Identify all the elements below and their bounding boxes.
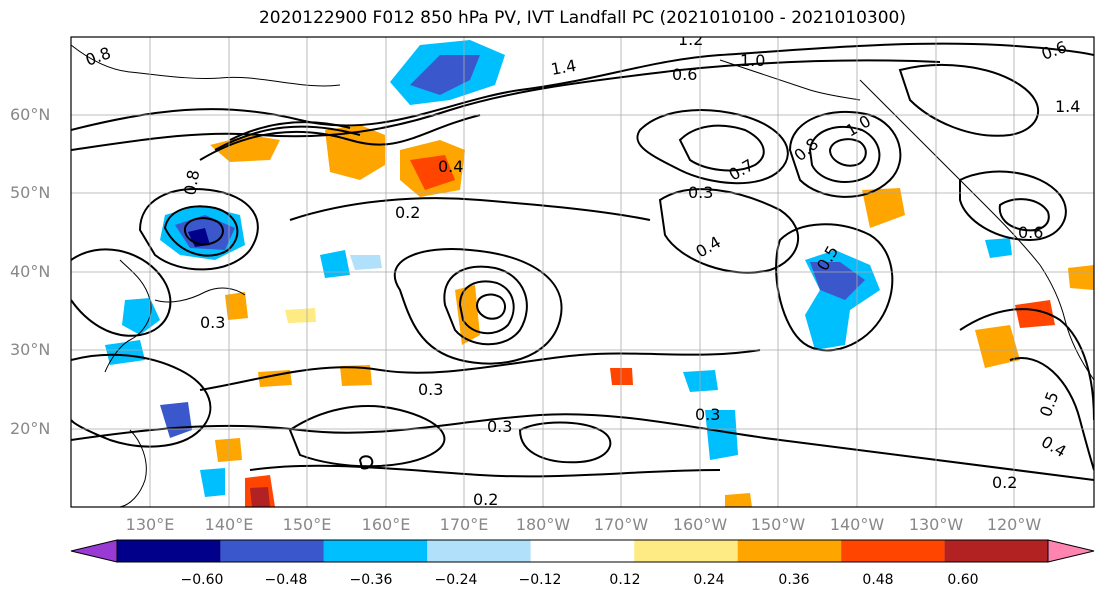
colorbar-segment [117,540,221,562]
lon-label-140w: 140°W [829,515,885,534]
lon-label-130e: 130°E [125,515,175,534]
graticule [71,37,1094,507]
colorbar-tick: −0.60 [180,572,224,588]
lon-label-120w: 120°W [986,515,1042,534]
contour-label: 0.5 [1036,389,1063,419]
colorbar-segment [427,540,531,562]
contour-label: 0.7 [726,155,758,184]
lon-label-150e: 150°E [282,515,332,534]
contour-label: 0.2 [395,203,420,222]
colorbar-segment [737,540,842,562]
lat-label-50n: 50°N [10,183,51,202]
map-panel: 0.8 1.2 1.4 1.0 0.6 0.7 0.4 0.8 1.0 0.2 … [71,30,1094,509]
contour-label: 0.2 [473,490,498,509]
colorbar-tick: 0.48 [862,572,894,588]
colorbar [70,539,1095,563]
contour-label: 0.2 [992,473,1017,492]
colorbar-tick: −0.48 [264,572,308,588]
colorbar-tick: 0.60 [947,572,979,588]
contour-label: 1.2 [678,30,703,49]
colorbar-segment [220,540,324,562]
lon-label-140e: 140°E [204,515,254,534]
colorbar-tick: 0.24 [693,572,725,588]
lon-label-160w: 160°W [672,515,728,534]
lat-label-20n: 20°N [10,419,51,438]
contour-label: 0.6 [1018,223,1043,242]
contour-label: 0.6 [672,65,697,84]
map-title: 2020122900 F012 850 hPa PV, IVT Landfall… [258,8,906,28]
colorbar-segment [841,540,945,562]
contour-label: 0.8 [790,134,822,165]
coastlines [71,44,1094,507]
contour-label: 0.4 [438,157,463,176]
contour-label: 0.3 [487,417,512,436]
contour-label: 0.3 [418,380,443,399]
lon-label-130w: 130°W [908,515,964,534]
contour-label: 0.6 [1039,37,1069,64]
colorbar-tick: −0.36 [349,572,393,588]
lon-label-180w: 180°W [515,515,571,534]
shading-negative [105,40,1012,497]
contour-label: 0.4 [1038,432,1070,461]
lon-label-170w: 170°W [593,515,649,534]
lon-label-170e: 170°E [439,515,489,534]
lon-label-150w: 150°W [750,515,806,534]
colorbar-extend-max [1047,539,1095,563]
colorbar-segment [634,540,738,562]
contour-label: 0.8 [180,168,203,196]
colorbar-tick: 0.12 [609,572,641,588]
contour-label: 1.0 [740,51,765,70]
colorbar-outline [116,539,1049,563]
lon-label-160e: 160°E [361,515,411,534]
colorbar-tick: −0.24 [434,572,478,588]
colorbar-tick: 0.36 [778,572,810,588]
lat-label-40n: 40°N [10,262,51,281]
lat-label-30n: 30°N [10,340,51,359]
contour-label: 0.3 [688,183,713,202]
contour-label: 0.3 [200,313,225,332]
colorbar-segment [323,540,428,562]
colorbar-segment [944,540,1048,562]
contour-lines [71,42,1094,481]
colorbar-segment [530,540,635,562]
colorbar-extend-min [70,539,118,563]
colorbar-tick: −0.12 [518,572,562,588]
contour-label: 0.8 [83,43,113,70]
shading-positive [210,125,1094,507]
contour-label: 0.4 [693,232,725,261]
map-frame [70,36,1095,508]
lat-label-60n: 60°N [10,105,51,124]
contour-label: 1.4 [1055,97,1080,116]
contour-label: 0.3 [695,405,720,424]
contour-labels: 0.8 1.2 1.4 1.0 0.6 0.7 0.4 0.8 1.0 0.2 … [83,30,1081,509]
contour-label: 1.4 [549,56,577,79]
